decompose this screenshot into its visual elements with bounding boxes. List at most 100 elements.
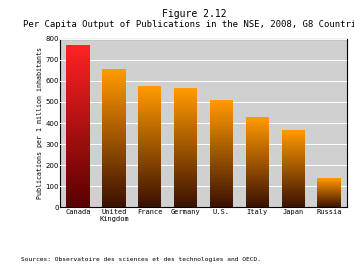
- Bar: [246, 166, 269, 167]
- Bar: [281, 147, 305, 148]
- Bar: [67, 144, 90, 147]
- Bar: [67, 130, 90, 132]
- Bar: [174, 188, 197, 190]
- Bar: [67, 55, 90, 57]
- Bar: [210, 135, 233, 136]
- Bar: [174, 172, 197, 173]
- Bar: [67, 120, 90, 122]
- Bar: [102, 168, 126, 169]
- Bar: [246, 168, 269, 169]
- Bar: [246, 152, 269, 153]
- Bar: [174, 142, 197, 143]
- Bar: [174, 93, 197, 94]
- Bar: [67, 167, 90, 169]
- Bar: [210, 159, 233, 161]
- Bar: [246, 118, 269, 120]
- Bar: [174, 173, 197, 175]
- Bar: [317, 183, 341, 184]
- Bar: [174, 148, 197, 149]
- Bar: [281, 166, 305, 167]
- Bar: [246, 136, 269, 138]
- Bar: [174, 131, 197, 133]
- Bar: [102, 154, 126, 156]
- Bar: [246, 126, 269, 127]
- Bar: [210, 130, 233, 131]
- Bar: [174, 202, 197, 203]
- Bar: [317, 195, 341, 196]
- Bar: [67, 157, 90, 159]
- Bar: [317, 194, 341, 195]
- Bar: [102, 192, 126, 194]
- Bar: [67, 122, 90, 124]
- Bar: [246, 123, 269, 124]
- Bar: [67, 65, 90, 67]
- Bar: [67, 81, 90, 84]
- Bar: [317, 185, 341, 186]
- Bar: [102, 157, 126, 159]
- Bar: [246, 171, 269, 173]
- Bar: [67, 94, 90, 96]
- Bar: [281, 155, 305, 156]
- Bar: [210, 165, 233, 166]
- Bar: [174, 121, 197, 122]
- Bar: [246, 138, 269, 139]
- Bar: [67, 181, 90, 183]
- Bar: [138, 173, 161, 174]
- Bar: [174, 114, 197, 115]
- Bar: [281, 151, 305, 152]
- Bar: [281, 194, 305, 195]
- Bar: [102, 100, 126, 102]
- Bar: [174, 152, 197, 154]
- Bar: [138, 165, 161, 167]
- Bar: [281, 145, 305, 146]
- Bar: [67, 86, 90, 88]
- Bar: [210, 147, 233, 149]
- Bar: [138, 141, 161, 142]
- Bar: [317, 182, 341, 183]
- Bar: [102, 107, 126, 109]
- Bar: [138, 164, 161, 165]
- Bar: [174, 119, 197, 121]
- Bar: [246, 183, 269, 184]
- Bar: [67, 100, 90, 102]
- Bar: [281, 132, 305, 133]
- Bar: [210, 197, 233, 198]
- Bar: [317, 198, 341, 199]
- Bar: [138, 167, 161, 168]
- Bar: [138, 133, 161, 135]
- Bar: [210, 110, 233, 111]
- Bar: [138, 186, 161, 188]
- Bar: [246, 122, 269, 123]
- Bar: [138, 138, 161, 139]
- Bar: [138, 101, 161, 103]
- Bar: [210, 107, 233, 109]
- Bar: [317, 188, 341, 189]
- Bar: [174, 146, 197, 148]
- Bar: [246, 127, 269, 128]
- Bar: [174, 179, 197, 181]
- Bar: [246, 189, 269, 190]
- Bar: [281, 205, 305, 206]
- Bar: [102, 130, 126, 131]
- Bar: [246, 151, 269, 152]
- Bar: [174, 115, 197, 117]
- Bar: [138, 128, 161, 130]
- Bar: [67, 177, 90, 179]
- Bar: [138, 145, 161, 147]
- Bar: [174, 163, 197, 164]
- Bar: [174, 99, 197, 100]
- Bar: [210, 163, 233, 165]
- Bar: [138, 201, 161, 203]
- Bar: [281, 139, 305, 140]
- Bar: [174, 161, 197, 163]
- Bar: [174, 94, 197, 96]
- Bar: [246, 203, 269, 204]
- Bar: [246, 195, 269, 196]
- Bar: [102, 97, 126, 99]
- Bar: [67, 136, 90, 138]
- Bar: [317, 191, 341, 192]
- Bar: [138, 139, 161, 141]
- Bar: [67, 67, 90, 69]
- Bar: [138, 156, 161, 157]
- Bar: [210, 122, 233, 123]
